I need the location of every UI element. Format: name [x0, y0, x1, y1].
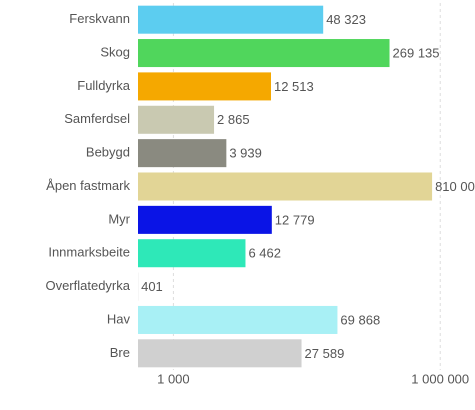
bar [138, 339, 302, 368]
category-label: Myr [108, 211, 130, 226]
value-label: 401 [141, 279, 163, 294]
value-label: 269 135 [393, 45, 440, 60]
value-label: 2 865 [217, 112, 250, 127]
category-label: Innmarksbeite [48, 245, 130, 260]
bar [138, 205, 272, 234]
category-label: Åpen fastmark [46, 178, 130, 193]
bar [138, 172, 433, 201]
value-label: 27 589 [305, 346, 345, 361]
value-label: 12 779 [275, 212, 315, 227]
bar [138, 72, 271, 101]
value-label: 3 939 [229, 146, 262, 161]
value-label: 810 000 [435, 179, 475, 194]
category-label: Bre [110, 345, 130, 360]
bar [138, 39, 390, 68]
x-tick-label: 1 000 000 [411, 371, 469, 386]
bar [138, 105, 215, 134]
category-label: Hav [107, 311, 131, 326]
bar [138, 305, 338, 334]
value-label: 12 513 [274, 79, 314, 94]
value-label: 48 323 [326, 12, 366, 27]
category-label: Fulldyrka [77, 78, 131, 93]
value-label: 69 868 [340, 312, 380, 327]
category-label: Ferskvann [69, 11, 130, 26]
value-label: 6 462 [248, 246, 281, 261]
category-label: Overflatedyrka [45, 278, 130, 293]
x-tick-label: 1 000 [157, 371, 190, 386]
category-label: Samferdsel [64, 111, 130, 126]
category-label: Skog [100, 44, 130, 59]
category-label: Bebygd [86, 145, 130, 160]
bar [138, 239, 246, 268]
bar [138, 5, 324, 34]
bar [138, 139, 227, 168]
